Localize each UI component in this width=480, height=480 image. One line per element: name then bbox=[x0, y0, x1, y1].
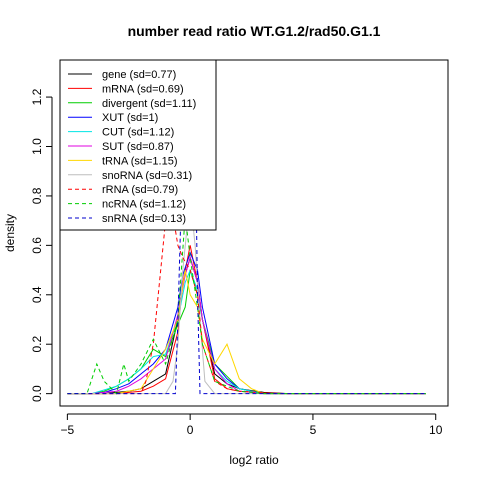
x-axis-label: log2 ratio bbox=[229, 453, 279, 467]
legend-entry-1: mRNA (sd=0.69) bbox=[102, 83, 184, 95]
series-layer bbox=[67, 60, 426, 395]
x-tick-label-2: 5 bbox=[310, 423, 317, 437]
series-line-7 bbox=[67, 195, 426, 395]
y-tick-label-0: 0.0 bbox=[30, 385, 44, 402]
legend-entry-7: snoRNA (sd=0.31) bbox=[102, 170, 192, 182]
legend-entry-0: gene (sd=0.77) bbox=[102, 69, 176, 81]
x-tick-label-3: 10 bbox=[429, 423, 443, 437]
x-tick-label-0: −5 bbox=[61, 423, 75, 437]
legend-entry-9: ncRNA (sd=1.12) bbox=[102, 199, 186, 211]
series-line-6 bbox=[67, 270, 426, 395]
legend-entry-5: SUT (sd=0.87) bbox=[102, 141, 174, 153]
y-axis-label: density bbox=[3, 214, 17, 252]
y-tick-label-2: 0.4 bbox=[30, 286, 44, 303]
x-tick-label-1: 0 bbox=[187, 423, 194, 437]
legend: gene (sd=0.77) mRNA (sd=0.69) divergent (s… bbox=[59, 59, 217, 231]
series-line-3 bbox=[67, 251, 426, 395]
series-line-1 bbox=[67, 245, 426, 395]
legend-entry-3: XUT (sd=1) bbox=[102, 112, 158, 124]
y-tick-label-1: 0.2 bbox=[30, 336, 44, 353]
series-line-8 bbox=[67, 214, 426, 395]
axes-layer: −5 0 5 10 0.0 0.2 0.4 0.6 0.8 1.0 1.2 bbox=[30, 59, 449, 437]
series-line-5 bbox=[67, 255, 426, 395]
plot-frame bbox=[59, 59, 449, 407]
chart-title: number read ratio WT.G1.2/rad50.G1.1 bbox=[128, 23, 381, 39]
legend-entry-6: tRNA (sd=1.15) bbox=[102, 155, 178, 167]
legend-entry-2: divergent (sd=1.11) bbox=[102, 98, 196, 110]
legend-entry-10: snRNA (sd=0.13) bbox=[102, 213, 186, 225]
y-tick-label-4: 0.8 bbox=[30, 187, 44, 204]
series-line-10 bbox=[67, 60, 426, 395]
legend-entry-8: rRNA (sd=0.79) bbox=[102, 184, 178, 196]
y-tick-label-6: 1.2 bbox=[30, 88, 44, 105]
y-tick-label-3: 0.6 bbox=[30, 237, 44, 254]
series-line-9 bbox=[67, 215, 426, 395]
y-tick-label-5: 1.0 bbox=[30, 138, 44, 155]
legend-entry-4: CUT (sd=1.12) bbox=[102, 127, 174, 139]
series-line-4 bbox=[67, 268, 426, 395]
